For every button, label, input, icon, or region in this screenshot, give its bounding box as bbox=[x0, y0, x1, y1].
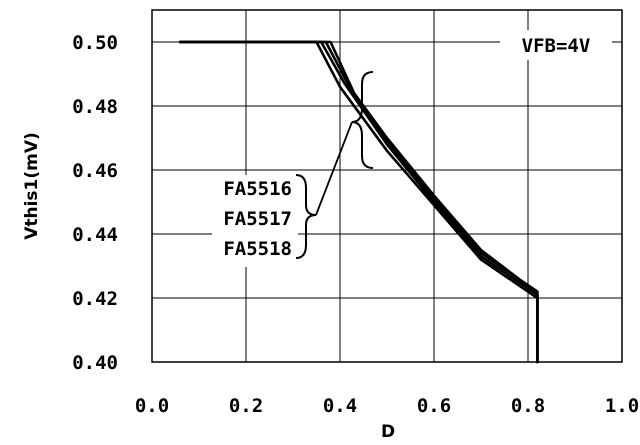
series-layer bbox=[178, 40, 539, 364]
y-tick-label: 0.48 bbox=[72, 96, 118, 118]
legend-connector bbox=[315, 121, 353, 216]
legend: FA5516 FA5517 FA5518 bbox=[212, 71, 374, 267]
legend-label: FA5518 bbox=[223, 238, 292, 260]
x-tick-label: 0.0 bbox=[135, 395, 169, 417]
y-tick-label: 0.50 bbox=[72, 32, 118, 54]
series-line-fa5518 bbox=[178, 40, 539, 364]
x-tick-label: 0.2 bbox=[229, 395, 263, 417]
legend-background bbox=[212, 175, 298, 267]
condition-label-background bbox=[500, 30, 612, 60]
y-tick-label: 0.42 bbox=[72, 288, 118, 310]
y-tick-labels: 0.40 0.42 0.44 0.46 0.48 0.50 bbox=[72, 32, 118, 374]
x-tick-label: 0.8 bbox=[511, 395, 545, 417]
legend-label: FA5517 bbox=[223, 208, 292, 230]
y-axis-label: Vthis1(mV) bbox=[22, 132, 42, 240]
y-tick-label: 0.44 bbox=[72, 224, 118, 246]
x-tick-label: 0.6 bbox=[417, 395, 451, 417]
x-tick-label: 1.0 bbox=[605, 395, 639, 417]
x-tick-labels: 0.0 0.2 0.4 0.6 0.8 1.0 bbox=[135, 395, 639, 417]
series-line-fa5516 bbox=[178, 40, 539, 364]
x-tick-label: 0.4 bbox=[323, 395, 357, 417]
condition-label: VFB=4V bbox=[522, 35, 591, 57]
y-tick-label: 0.46 bbox=[72, 160, 118, 182]
x-axis-label: D bbox=[381, 422, 395, 442]
y-tick-label: 0.40 bbox=[72, 352, 118, 374]
series-line-unlabeled bbox=[178, 40, 539, 364]
plot-frame bbox=[151, 9, 623, 363]
legend-brace bbox=[295, 174, 317, 259]
legend-label: FA5516 bbox=[223, 178, 292, 200]
